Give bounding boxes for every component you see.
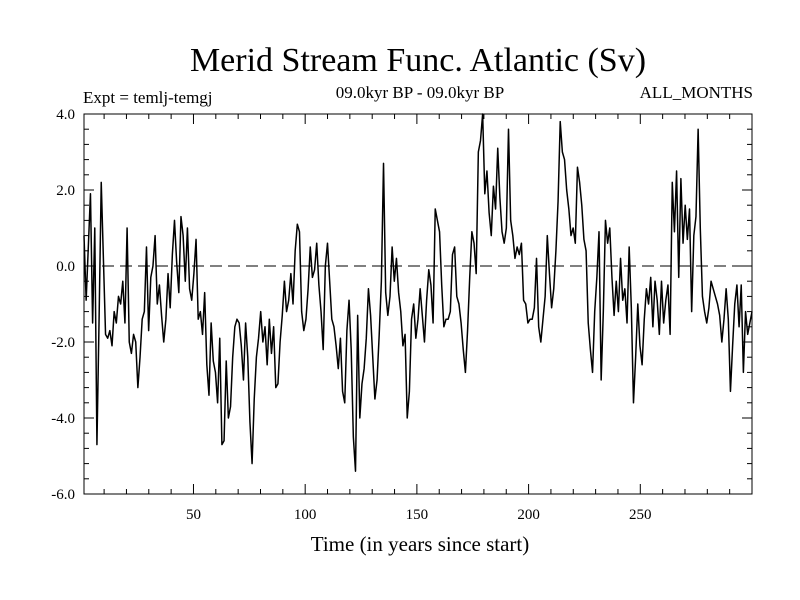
y-axis: -6.0 -4.0 -2.0 0.0 2.0 4.0 xyxy=(51,107,752,503)
x-tick-label: 200 xyxy=(517,507,540,523)
series-line xyxy=(83,113,753,472)
chart-title: Merid Stream Func. Atlantic (Sv) xyxy=(190,42,646,79)
y-tick-label: -2.0 xyxy=(51,335,75,351)
x-tick-label: 100 xyxy=(294,507,317,523)
time-range-label: 09.0kyr BP - 09.0kyr BP xyxy=(336,83,504,102)
plot-area-frame xyxy=(83,113,753,495)
x-minor-ticks xyxy=(103,114,731,494)
x-tick-label: 50 xyxy=(186,507,201,523)
y-tick-label: -6.0 xyxy=(51,487,75,503)
y-tick-label: 2.0 xyxy=(56,183,75,199)
y-tick-label: 4.0 xyxy=(56,107,75,123)
experiment-label: Expt = temlj-temgj xyxy=(83,88,213,107)
y-tick-label: -4.0 xyxy=(51,411,75,427)
x-axis-label: Time (in years since start) xyxy=(311,532,530,556)
x-tick-label: 250 xyxy=(629,507,652,523)
months-label: ALL_MONTHS xyxy=(640,83,753,102)
x-tick-label: 150 xyxy=(406,507,429,523)
x-axis: 50 100 150 200 250 xyxy=(186,114,652,523)
y-tick-label: 0.0 xyxy=(56,259,75,275)
